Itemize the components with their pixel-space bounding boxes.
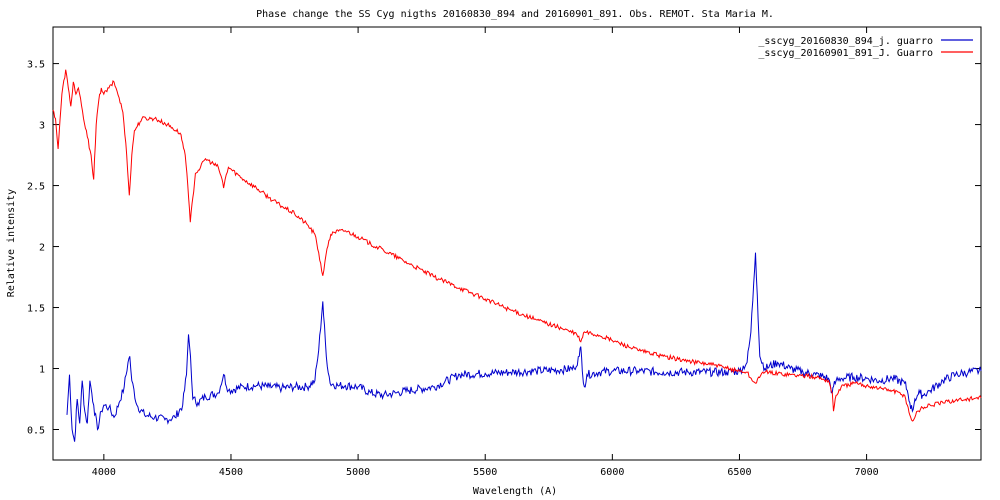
x-axis-ticks: 4000 4500 5000 5500 6000 6500 7000 — [92, 27, 879, 478]
series-line-2 — [52, 69, 982, 422]
legend: _sscyg_20160830_894_j. guarro_sscyg_2016… — [758, 36, 973, 59]
y-axis-ticks: 0.5 1 1.5 2 2.5 3 3.5 — [27, 60, 981, 437]
y-tick-label: 0.5 — [27, 426, 45, 437]
y-tick-label: 2 — [39, 243, 45, 254]
chart-title: Phase change the SS Cyg nigths 20160830_… — [256, 9, 774, 20]
y-tick-label: 3.5 — [27, 60, 45, 71]
y-tick-label: 3 — [39, 121, 45, 132]
y-tick-label: 2.5 — [27, 182, 45, 193]
x-tick-label: 5500 — [473, 467, 497, 478]
y-tick-label: 1 — [39, 365, 45, 376]
legend-label-2: _sscyg_20160901_891_J. Guarro — [758, 48, 933, 59]
x-tick-label: 4500 — [219, 467, 243, 478]
x-axis-label: Wavelength (A) — [473, 486, 557, 497]
x-tick-label: 4000 — [92, 467, 116, 478]
x-tick-label: 7000 — [855, 467, 879, 478]
x-tick-label: 6000 — [600, 467, 624, 478]
y-axis-label: Relative intensity — [6, 189, 17, 297]
plot-frame — [52, 26, 982, 461]
x-tick-label: 5000 — [346, 467, 370, 478]
legend-label-1: _sscyg_20160830_894_j. guarro — [758, 36, 933, 47]
y-tick-label: 1.5 — [27, 304, 45, 315]
series-layer — [52, 69, 982, 442]
x-tick-label: 6500 — [727, 467, 751, 478]
series-line-1 — [66, 252, 982, 442]
